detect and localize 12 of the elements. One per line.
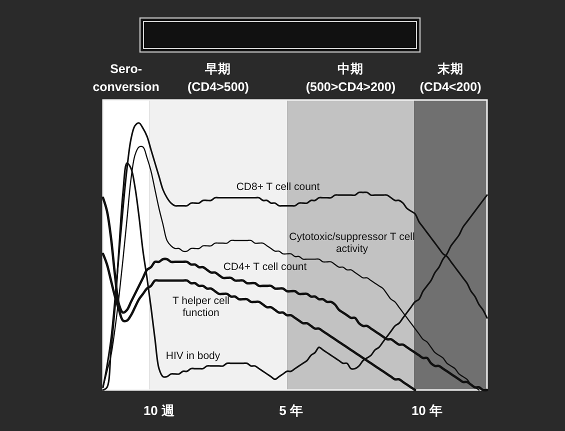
x-tick-label: 10 週 (143, 403, 176, 418)
text: 早期 (CD4>500) (187, 62, 249, 94)
text: 末期 (CD4<200) (420, 62, 482, 94)
series-label: HIV in body (166, 350, 221, 362)
x-tick-label: 5 年 (279, 403, 303, 418)
series-label: Cytotoxic/suppressor T cell activity (289, 231, 415, 255)
series-label: CD4+ T cell count (223, 261, 307, 273)
series-label: CD8+ T cell count (236, 181, 320, 193)
text: 中期 (500>CD4>200) (306, 62, 396, 94)
text: Sero- conversion (92, 62, 160, 94)
series-label: T helper cell function (172, 295, 230, 319)
x-tick-label: 10 年 (411, 403, 443, 418)
